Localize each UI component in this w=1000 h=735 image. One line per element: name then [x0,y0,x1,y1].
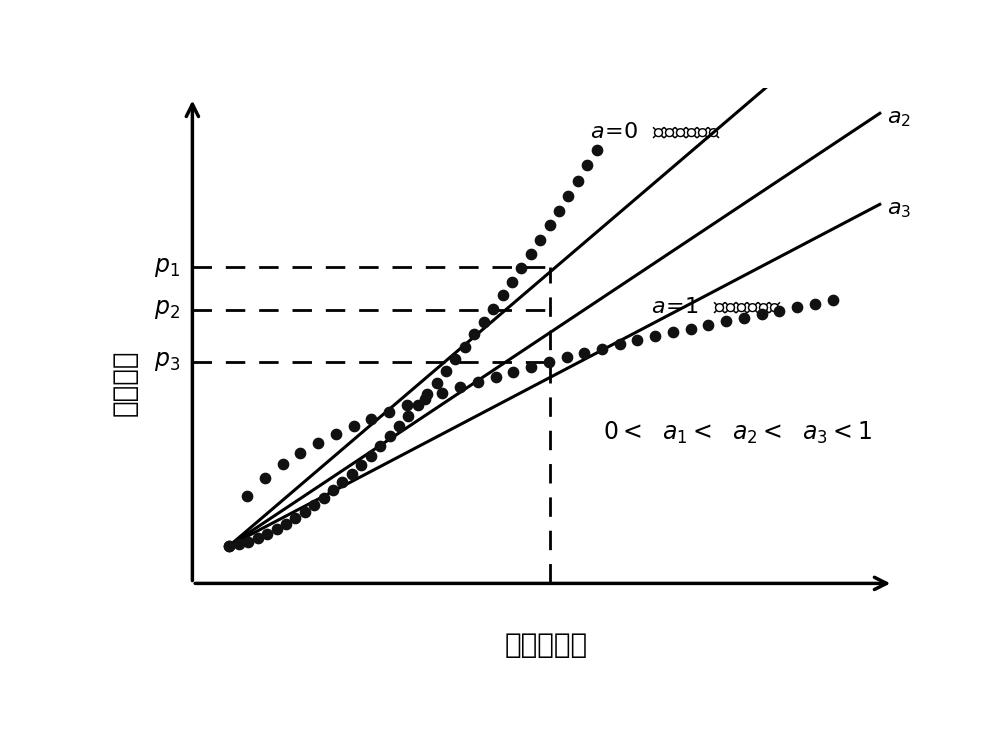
Point [718,315,734,327]
Point [647,331,663,343]
Point [754,308,770,320]
Point [559,351,575,363]
Point [250,532,266,544]
Point [700,319,716,331]
Point [382,431,398,442]
Point [513,262,529,274]
Point [297,506,313,517]
Point [316,492,332,503]
Point [391,420,407,432]
Point [419,388,435,400]
Point [399,399,415,411]
Point [292,447,308,459]
Point [485,303,501,315]
Point [417,393,433,405]
Point [457,341,473,353]
Text: $a_3$: $a_3$ [887,198,911,220]
Point [452,381,468,393]
Point [269,523,285,535]
Point [325,484,341,496]
Point [363,412,379,424]
Text: $p_3$: $p_3$ [154,351,180,373]
Point [523,248,539,260]
Point [523,361,539,373]
Point [410,399,426,411]
Point [551,205,567,217]
Point [579,159,595,171]
Point [447,353,463,365]
Text: $p_2$: $p_2$ [154,298,180,321]
Point [287,512,303,524]
Point [594,343,610,354]
Text: $a\!=\!0$  纯溶洞储集体: $a\!=\!0$ 纯溶洞储集体 [590,123,721,143]
Point [259,528,275,540]
Point [541,356,557,368]
Point [771,304,787,316]
Point [310,437,326,449]
Point [532,234,548,245]
Point [353,459,369,470]
Text: $p_1$: $p_1$ [154,256,180,279]
Point [560,190,576,201]
Point [825,295,841,306]
Point [505,365,521,377]
Point [570,175,586,187]
Point [278,518,294,530]
Point [807,298,823,309]
Text: 注入压力: 注入压力 [111,350,139,416]
Point [504,276,520,288]
Point [476,316,492,328]
Point [328,429,344,440]
Point [275,459,291,470]
Point [629,334,645,346]
Point [683,323,699,334]
Point [346,420,362,432]
Point [542,220,558,232]
Point [221,539,237,551]
Text: $0<\ \ a_1<\ \ a_2<\ \ a_3<1$: $0<\ \ a_1<\ \ a_2<\ \ a_3<1$ [603,420,872,445]
Point [334,476,350,488]
Point [665,326,681,338]
Point [789,301,805,313]
Point [466,329,482,340]
Text: $a_2$: $a_2$ [887,107,910,129]
Point [257,472,273,484]
Point [576,347,592,359]
Point [434,387,450,398]
Point [239,490,255,502]
Point [240,536,256,548]
Point [736,312,752,323]
Point [470,376,486,387]
Point [400,410,416,422]
Point [363,450,379,462]
Point [221,539,237,551]
Point [429,376,445,388]
Point [372,440,388,452]
Point [381,406,397,417]
Text: 累积注入量: 累积注入量 [505,631,588,659]
Point [488,370,504,382]
Point [231,539,247,551]
Point [612,339,628,351]
Point [438,365,454,377]
Point [344,467,360,479]
Point [589,143,605,155]
Point [495,290,511,301]
Text: $a\!=\!1$  纯裂缝储集体: $a\!=\!1$ 纯裂缝储集体 [651,298,782,318]
Point [306,499,322,511]
